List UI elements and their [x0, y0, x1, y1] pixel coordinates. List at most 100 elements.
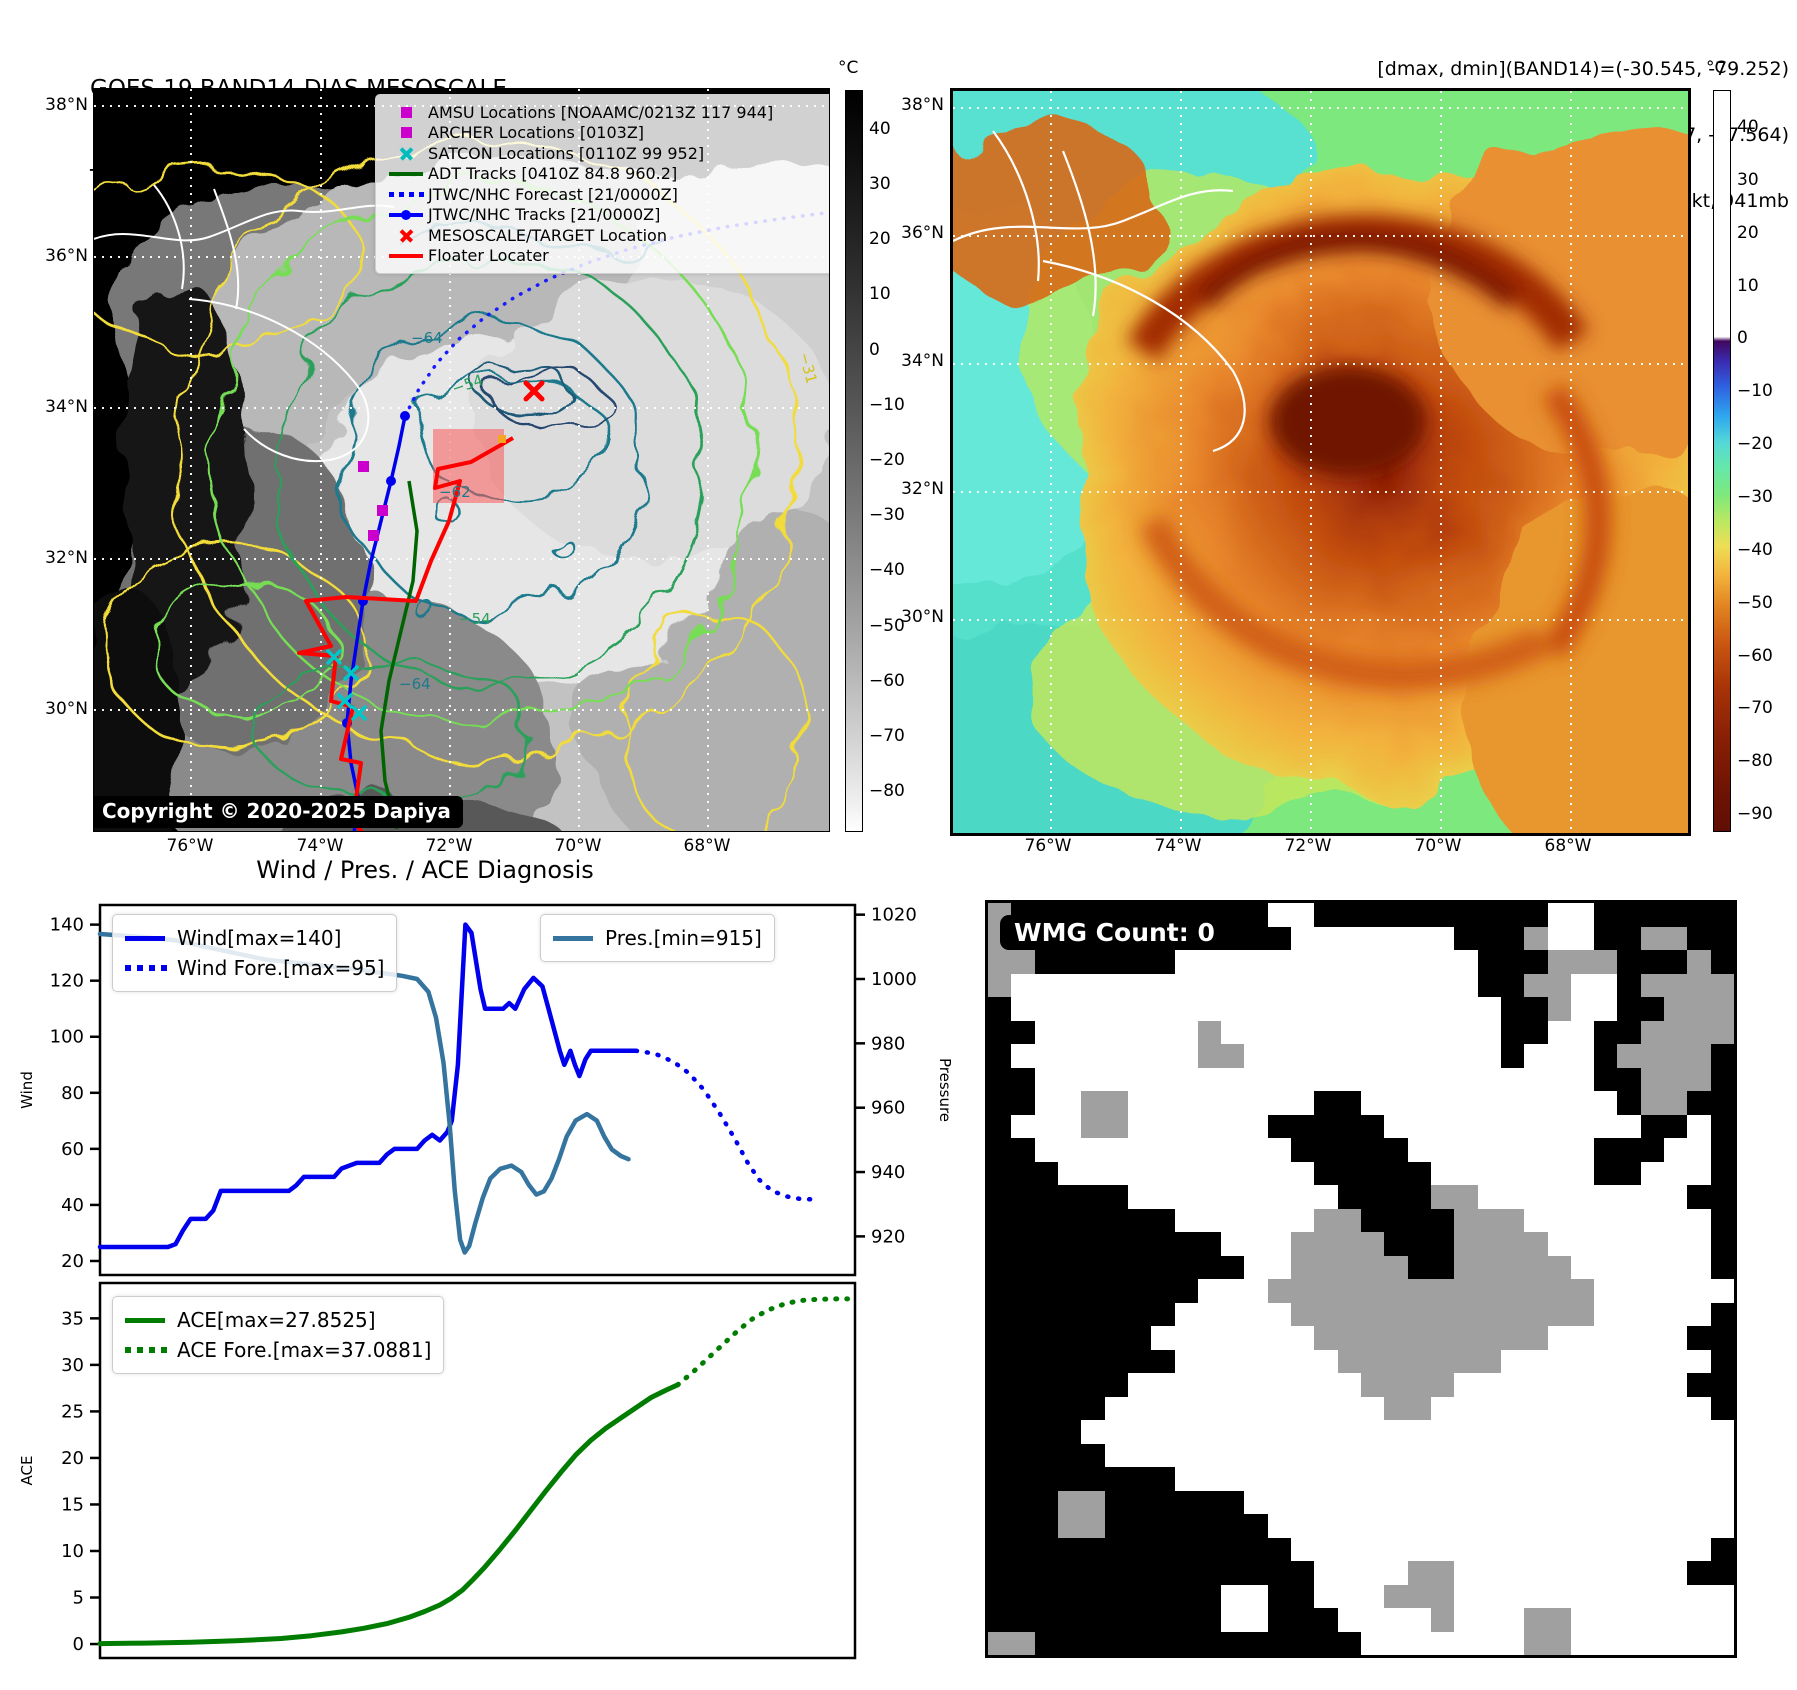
wmg-cell — [1570, 1279, 1595, 1303]
map-legend-item: JTWC/NHC Tracks [21/0000Z] — [384, 205, 829, 226]
y2-tick-label: 1020 — [871, 905, 917, 926]
wmg-cell — [1034, 1373, 1058, 1397]
wmg-cell — [1244, 1067, 1268, 1091]
wmg-cell — [1547, 1208, 1571, 1232]
wmg-cell — [1617, 1091, 1641, 1115]
wmg-cell — [1267, 1020, 1292, 1044]
wmg-cell — [1104, 1208, 1128, 1232]
wmg-cell — [1361, 1490, 1385, 1514]
ir-colorbar-tick: 20 — [869, 229, 891, 250]
wmg-cell — [1430, 1326, 1455, 1350]
wmg-cell — [1500, 973, 1525, 997]
wmg-cell — [988, 1138, 1012, 1162]
wmg-cell — [1314, 1537, 1338, 1561]
wmg-cell — [1617, 1185, 1641, 1209]
wmg-cell — [1477, 1279, 1501, 1303]
wmg-cell — [1430, 1138, 1455, 1162]
wmg-cell — [1594, 1020, 1618, 1044]
y-tick-label: 35 — [61, 1308, 84, 1329]
wmg-cell — [1500, 1631, 1525, 1655]
wmg-cell — [1127, 1302, 1152, 1326]
wmg-cell — [1570, 1138, 1595, 1162]
wmg-cell — [1524, 1020, 1548, 1044]
wmg-cell — [1384, 1279, 1408, 1303]
wmg-cell — [1594, 926, 1618, 950]
wmg-cell — [1687, 1373, 1711, 1397]
wmg-cell — [1337, 1396, 1361, 1420]
wmg-cell — [1570, 1537, 1595, 1561]
awv-colorbar-tick: −40 — [1737, 539, 1773, 560]
wmg-cell — [1337, 950, 1361, 974]
wmg-cell — [1617, 1020, 1641, 1044]
wmg-cell — [1687, 1537, 1711, 1561]
wmg-cell — [1454, 1091, 1478, 1115]
wmg-cell — [1197, 1255, 1222, 1279]
wmg-cell — [1664, 1255, 1688, 1279]
wmg-cell — [1057, 1631, 1082, 1655]
wmg-cell — [1430, 1373, 1455, 1397]
wmg-cell — [988, 1044, 1012, 1068]
wmg-cell — [1617, 903, 1641, 927]
wmg-cell — [1500, 1467, 1525, 1491]
wmg-cell — [1104, 1138, 1128, 1162]
wmg-cell — [1664, 1608, 1688, 1632]
wmg-cell — [1244, 1467, 1268, 1491]
wmg-cell — [1710, 1020, 1734, 1044]
contour-label: −64 — [399, 675, 431, 693]
map-legend-item: SATCON Locations [0110Z 99 952] — [384, 143, 829, 164]
wmg-cell — [1127, 1185, 1152, 1209]
wmg-cell — [1617, 1349, 1641, 1373]
wmg-cell — [1034, 1302, 1058, 1326]
wmg-cell — [1594, 1232, 1618, 1256]
wmg-cell — [1057, 1208, 1082, 1232]
wmg-cell — [1174, 997, 1198, 1021]
wmg-cell — [1291, 1467, 1315, 1491]
wmg-cell — [1291, 1161, 1315, 1185]
ir-colorbar-tick: −20 — [869, 450, 905, 470]
wmg-cell — [1081, 950, 1105, 974]
wmg-cell — [1710, 1537, 1734, 1561]
wmg-cell — [1267, 1443, 1292, 1467]
target-x-icon — [523, 380, 545, 402]
wmg-cell — [1034, 1138, 1058, 1162]
wmg-cell — [1407, 1279, 1431, 1303]
wmg-cell — [1361, 1443, 1385, 1467]
wmg-cell — [1384, 997, 1408, 1021]
map-legend-item: JTWC/NHC Forecast [21/0000Z] — [384, 184, 829, 205]
wmg-cell — [1547, 1279, 1571, 1303]
wmg-cell — [1687, 1020, 1711, 1044]
wmg-cell — [1221, 1326, 1245, 1350]
wmg-cell — [1477, 1067, 1501, 1091]
wmg-cell — [1384, 1326, 1408, 1350]
wmg-cell — [1384, 1114, 1408, 1138]
wmg-cell — [1570, 1020, 1595, 1044]
wmg-cell — [1011, 1584, 1035, 1608]
y-axis-label: Wind — [18, 1071, 36, 1109]
wmg-cell — [1314, 1161, 1338, 1185]
chart-legend-item: ACE Fore.[max=37.0881] — [125, 1335, 431, 1365]
left-map-ytick: 38°N — [45, 95, 88, 115]
wmg-cell — [1664, 1443, 1688, 1467]
wmg-cell — [1664, 950, 1688, 974]
wmg-cell — [1267, 1302, 1292, 1326]
wmg-cell — [1407, 1584, 1431, 1608]
wmg-cell — [1524, 1067, 1548, 1091]
wmg-cell — [1267, 1584, 1292, 1608]
wmg-cell — [1291, 926, 1315, 950]
ir-colorbar-tick: −30 — [869, 505, 905, 526]
wmg-cell — [1361, 1514, 1385, 1538]
wmg-cell — [1057, 1044, 1082, 1068]
wmg-cell — [1570, 1185, 1595, 1209]
wmg-cell — [1384, 1091, 1408, 1115]
wmg-cell — [1477, 1490, 1501, 1514]
wmg-cell — [1430, 903, 1455, 927]
wmg-cell — [1011, 1420, 1035, 1444]
wmg-cell — [1267, 1255, 1292, 1279]
wmg-cell — [1547, 926, 1571, 950]
wmg-cell — [1011, 1255, 1035, 1279]
wmg-cell — [1594, 1138, 1618, 1162]
wmg-cell — [1454, 1420, 1478, 1444]
wmg-cell — [1291, 1091, 1315, 1115]
wmg-cell — [1477, 1185, 1501, 1209]
wmg-cell — [1687, 1161, 1711, 1185]
